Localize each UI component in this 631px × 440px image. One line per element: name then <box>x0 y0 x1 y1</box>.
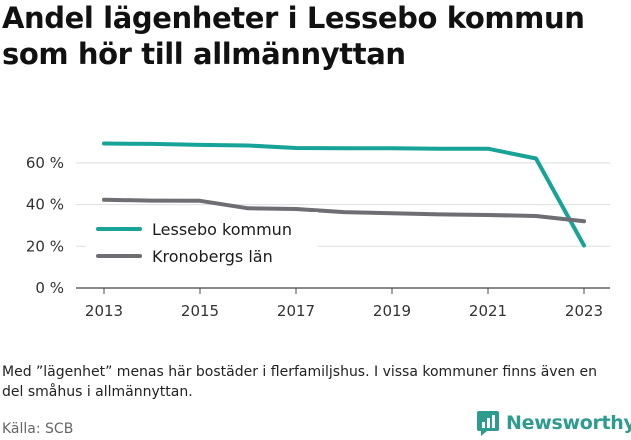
footnote: Med ”lägenhet” menas här bostäder i fler… <box>2 362 622 402</box>
source-label: Källa: SCB <box>2 421 73 437</box>
x-tick-label: 2015 <box>181 302 219 320</box>
legend-label-lessebo: Lessebo kommun <box>152 220 292 239</box>
y-tick-label: 20 % <box>26 237 64 255</box>
newsworthy-logo[interactable]: Newsworthy <box>476 406 631 440</box>
y-tick-label: 0 % <box>35 279 64 297</box>
line-chart: 0 % 20 % 40 % 60 % 2013 2015 2017 2019 2021 2023… <box>0 0 631 340</box>
brand-name: Newsworthy <box>506 412 631 434</box>
x-tick-label: 2013 <box>85 302 123 320</box>
y-tick-label: 60 % <box>26 154 64 172</box>
x-tick-label: 2023 <box>565 302 603 320</box>
newsworthy-icon <box>476 409 500 437</box>
legend: Lessebo kommun Kronobergs län <box>86 212 318 272</box>
x-tick-label: 2017 <box>277 302 315 320</box>
legend-label-kronoberg: Kronobergs län <box>152 247 273 266</box>
y-axis-ticks: 0 % 20 % 40 % 60 % <box>26 154 64 297</box>
x-tick-label: 2019 <box>373 302 411 320</box>
x-tick-label: 2021 <box>469 302 507 320</box>
x-axis-ticks: 2013 2015 2017 2019 2021 2023 <box>85 288 603 320</box>
y-tick-label: 40 % <box>26 196 64 214</box>
